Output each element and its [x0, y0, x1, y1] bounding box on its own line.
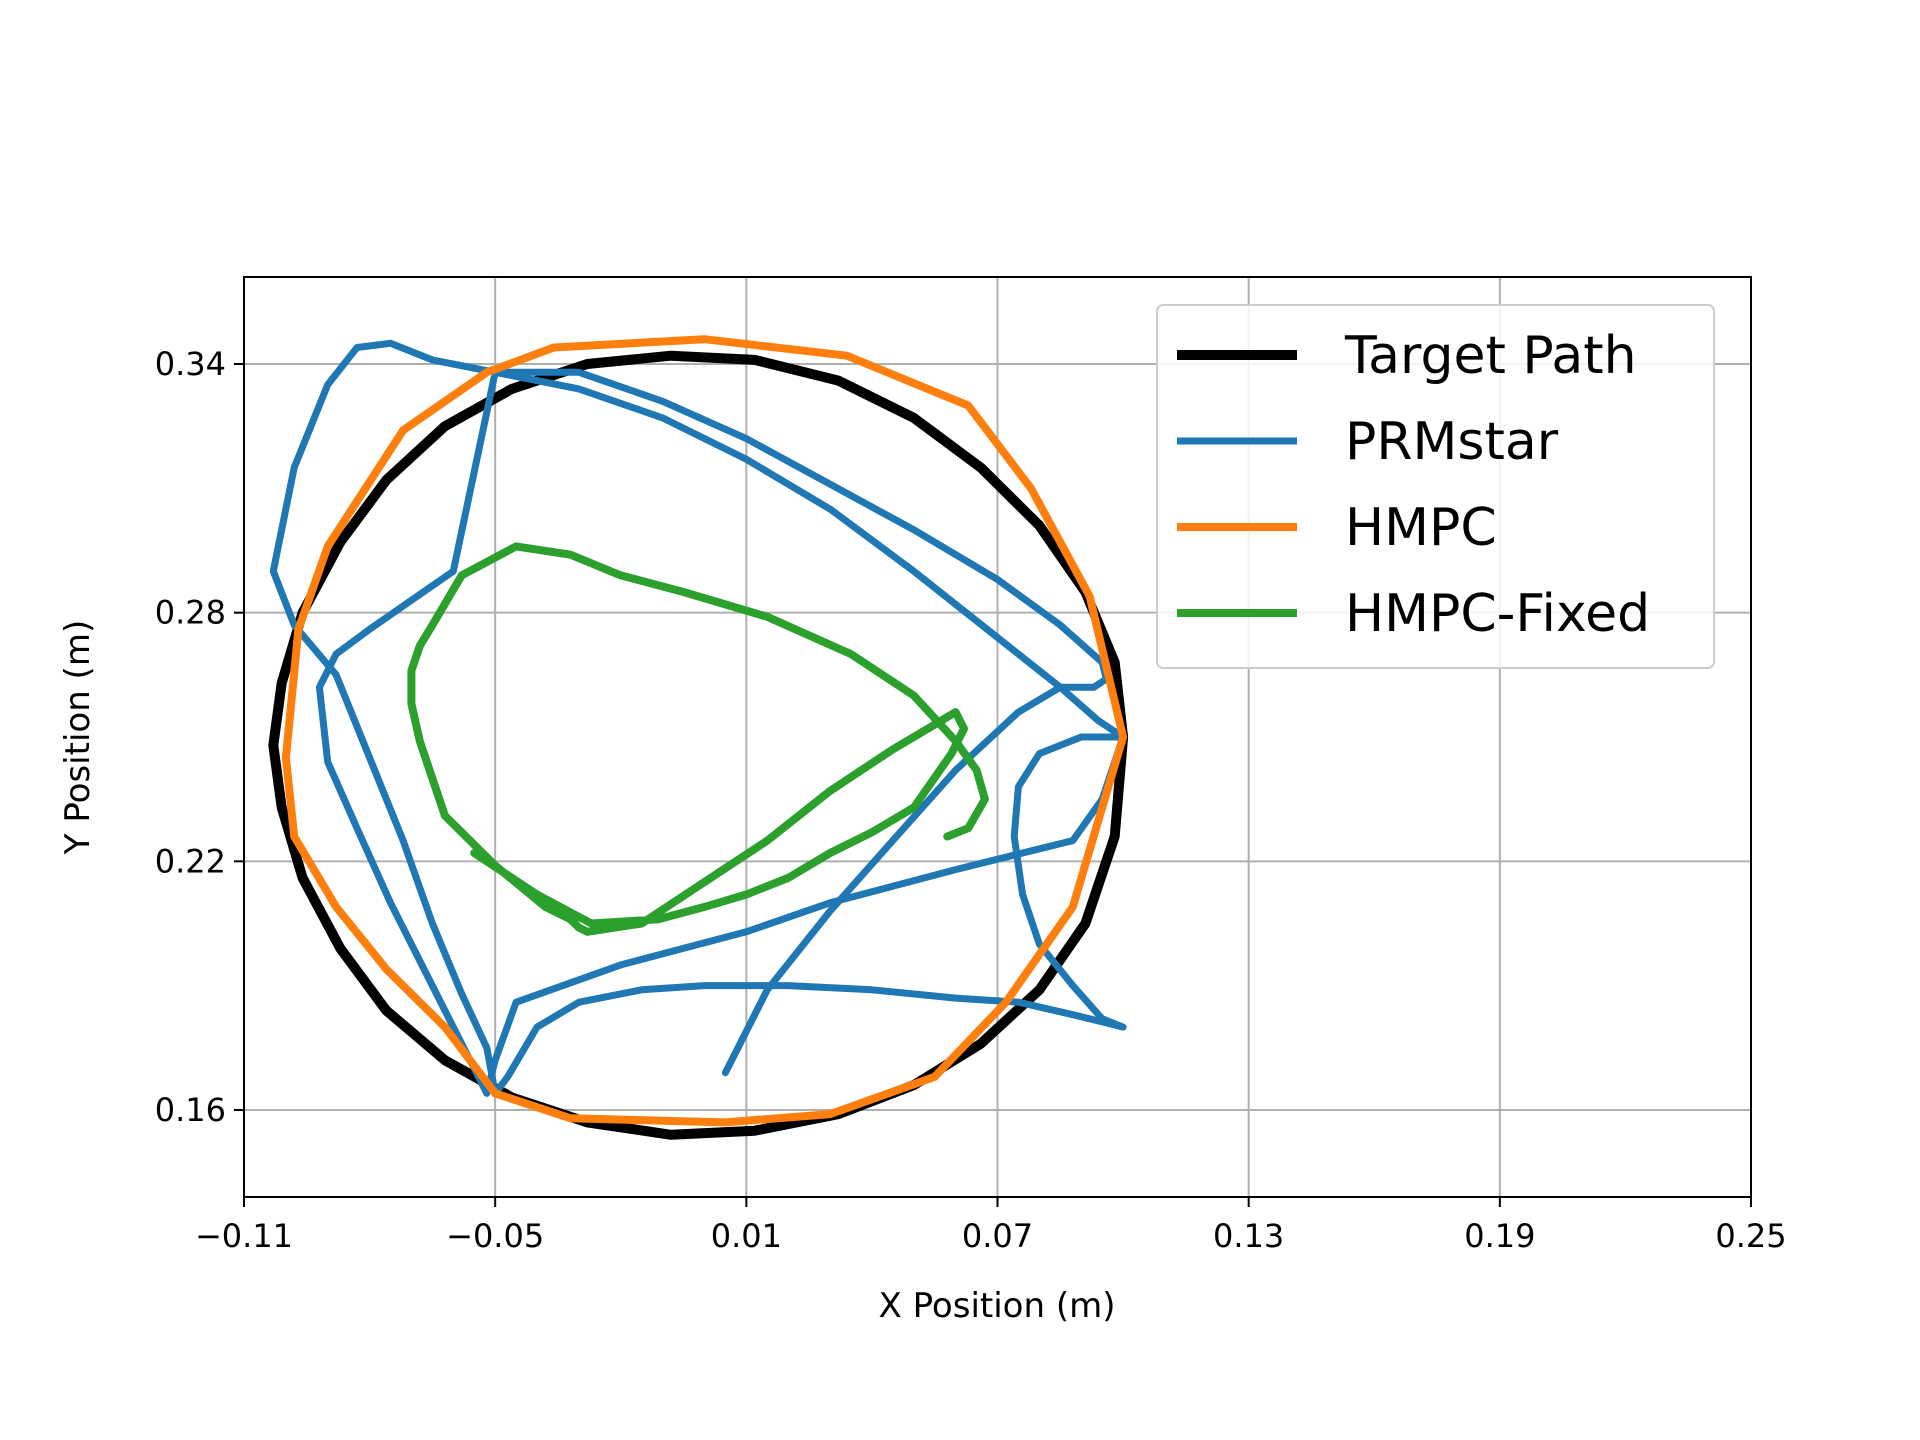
legend: Target Path PRMstar HMPC HMPC-Fixed — [1156, 304, 1715, 669]
series-line-prmstar — [269, 339, 1127, 1097]
x-tick-label: −0.11 — [195, 1217, 293, 1255]
x-tick-label: 0.19 — [1464, 1217, 1535, 1255]
x-axis-label: X Position (m) — [879, 1286, 1116, 1326]
x-tick-label: 0.13 — [1213, 1217, 1284, 1255]
legend-label-hmpc: HMPC — [1345, 498, 1497, 558]
x-tick-label: 0.07 — [962, 1217, 1033, 1255]
legend-label-hmpc-fixed: HMPC-Fixed — [1345, 584, 1650, 644]
series-line-hmpc — [281, 335, 1128, 1127]
x-tick-label: −0.05 — [446, 1217, 544, 1255]
y-axis-ticks: 0.16 0.22 0.28 0.34 — [155, 345, 244, 1129]
y-tick-label: 0.34 — [155, 345, 226, 383]
plot-area — [268, 335, 1129, 1140]
x-tick-label: 0.25 — [1715, 1217, 1786, 1255]
series-line-hmpc-fixed — [407, 542, 989, 936]
legend-box — [1156, 304, 1715, 669]
y-tick-label: 0.16 — [155, 1091, 226, 1129]
y-tick-label: 0.28 — [155, 594, 226, 632]
legend-label-target-path: Target Path — [1344, 326, 1637, 386]
y-axis-label: Y Position (m) — [58, 620, 98, 855]
x-axis-ticks: −0.11 −0.05 0.01 0.07 0.13 0.19 0.25 — [195, 1197, 1787, 1255]
y-tick-label: 0.22 — [155, 842, 226, 880]
x-tick-label: 0.01 — [711, 1217, 782, 1255]
legend-label-prmstar: PRMstar — [1345, 412, 1559, 472]
